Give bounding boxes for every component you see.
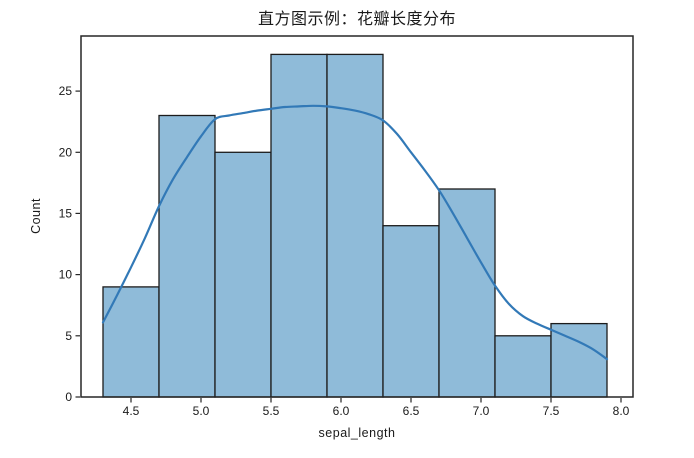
x-tick-label: 5.5 bbox=[263, 404, 280, 418]
x-tick-label: 5.0 bbox=[193, 404, 210, 418]
y-tick-label: 25 bbox=[59, 84, 73, 98]
x-tick-label: 6.5 bbox=[403, 404, 420, 418]
bars-group bbox=[102, 53, 608, 398]
histogram-bar bbox=[326, 53, 384, 398]
x-tick-label: 4.5 bbox=[123, 404, 140, 418]
x-tick-label: 7.0 bbox=[473, 404, 490, 418]
histogram-bar bbox=[102, 286, 160, 398]
y-tick-label: 0 bbox=[65, 390, 72, 404]
x-tick-label: 6.0 bbox=[333, 404, 350, 418]
x-tick-label: 7.5 bbox=[543, 404, 560, 418]
y-tick-label: 20 bbox=[59, 145, 73, 159]
x-axis-label: sepal_length bbox=[318, 426, 396, 440]
histogram-bar bbox=[270, 53, 328, 398]
y-axis-label: Count bbox=[29, 198, 43, 234]
axes-spines bbox=[80, 35, 634, 398]
y-tick-label: 5 bbox=[65, 329, 72, 343]
histogram-bar bbox=[494, 335, 552, 398]
x-tick-label: 8.0 bbox=[613, 404, 630, 418]
histogram-bar bbox=[382, 225, 440, 398]
y-tick-label: 10 bbox=[59, 268, 73, 282]
histogram-bar bbox=[438, 188, 496, 398]
histogram-bar bbox=[214, 151, 272, 398]
histogram-bar bbox=[550, 322, 608, 398]
histogram-bar bbox=[158, 114, 216, 398]
kde-curve bbox=[101, 104, 609, 361]
y-tick-label: 15 bbox=[59, 206, 73, 220]
chart-title: 直方图示例：花瓣长度分布 bbox=[257, 11, 456, 28]
